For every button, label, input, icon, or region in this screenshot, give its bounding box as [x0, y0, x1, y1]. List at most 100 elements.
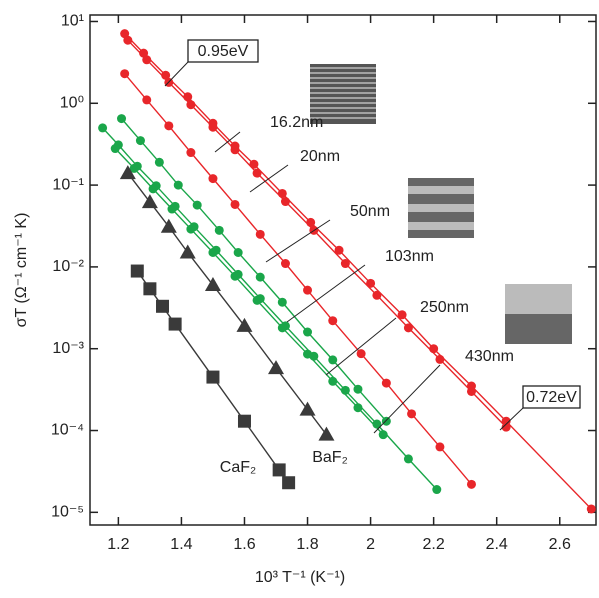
y-tick-label: 10⁻¹	[52, 176, 84, 193]
circle-marker	[303, 327, 313, 337]
x-tick-label: 1.6	[233, 536, 255, 553]
circle-marker	[356, 349, 366, 359]
circle-marker	[328, 355, 338, 365]
series-line	[124, 33, 592, 510]
leader-line	[499, 407, 524, 431]
triangle-marker	[318, 426, 335, 441]
leader-line	[214, 131, 241, 153]
circle-marker	[164, 121, 174, 131]
circle-marker	[230, 271, 240, 281]
circle-marker	[397, 310, 407, 320]
circle-marker	[252, 168, 262, 178]
circle-marker	[154, 157, 164, 167]
circle-marker	[255, 272, 265, 282]
circle-marker	[403, 454, 413, 464]
circle-marker	[142, 95, 152, 105]
annotation-box	[522, 385, 581, 409]
circle-marker	[129, 163, 139, 173]
circle-marker	[230, 145, 240, 155]
plot-frame	[89, 14, 597, 526]
circle-marker	[280, 259, 290, 269]
circle-marker	[366, 278, 376, 288]
circle-marker	[303, 349, 313, 359]
series-label: 430nm	[465, 348, 514, 365]
circle-marker	[435, 442, 445, 452]
circle-marker	[328, 316, 338, 326]
circle-marker	[381, 378, 391, 388]
leader-line	[265, 219, 331, 263]
circle-marker	[117, 114, 127, 124]
inset-thick-layers	[408, 178, 474, 238]
square-marker	[168, 317, 182, 331]
leader-line	[164, 61, 189, 87]
circle-marker	[277, 297, 287, 307]
circle-marker	[353, 384, 363, 394]
circle-marker	[466, 479, 476, 489]
square-marker	[206, 370, 220, 384]
circle-marker	[98, 123, 108, 133]
y-tick-label: 10⁰	[60, 95, 84, 112]
leader-line	[373, 364, 441, 434]
circle-marker	[120, 69, 130, 79]
square-marker	[272, 463, 286, 477]
inset-thin-layers	[310, 64, 376, 124]
y-tick-label: 10⁻²	[52, 258, 84, 275]
circle-marker	[123, 35, 133, 45]
triangle-marker	[160, 218, 177, 233]
series-label: 50nm	[350, 203, 390, 220]
x-tick-label: 1.2	[107, 536, 129, 553]
square-marker	[237, 414, 251, 428]
circle-marker	[148, 184, 158, 194]
circle-marker	[403, 323, 413, 333]
leader-line	[325, 317, 397, 376]
x-tick-label: 1.8	[296, 536, 318, 553]
circle-marker	[230, 199, 240, 209]
series-label: 16.2nm	[270, 114, 323, 131]
circle-marker	[277, 323, 287, 333]
circle-marker	[432, 485, 442, 495]
circle-marker	[501, 422, 511, 432]
circle-marker	[167, 204, 177, 214]
series-label: CaF₂	[220, 459, 256, 476]
circle-marker	[429, 344, 439, 354]
x-tick-label: 1.4	[170, 536, 192, 553]
square-marker	[156, 299, 170, 313]
circle-marker	[255, 229, 265, 239]
square-marker	[130, 264, 144, 278]
circle-marker	[328, 376, 338, 386]
y-axis-label: σT (Ω⁻¹ cm⁻¹ K)	[13, 213, 30, 328]
circle-marker	[186, 224, 196, 234]
series-label: 103nm	[385, 248, 434, 265]
circle-marker	[135, 136, 145, 146]
inset-bilayer	[505, 284, 572, 344]
x-axis-label: 10³ T⁻¹ (K⁻¹)	[255, 569, 345, 586]
annotation: 0.95eV	[198, 43, 249, 60]
x-tick-label: 2.6	[549, 536, 571, 553]
triangle-marker	[268, 360, 285, 375]
circle-marker	[381, 416, 391, 426]
circle-marker	[142, 55, 152, 65]
circle-marker	[186, 100, 196, 110]
triangle-marker	[204, 277, 221, 292]
circle-marker	[334, 245, 344, 255]
circle-marker	[208, 174, 218, 184]
circle-marker	[435, 354, 445, 364]
triangle-marker	[119, 165, 136, 180]
triangle-marker	[179, 244, 196, 259]
y-tick-label: 10¹	[61, 13, 84, 30]
circle-marker	[466, 386, 476, 396]
circle-marker	[378, 430, 388, 440]
circle-marker	[192, 200, 202, 210]
series-label: 250nm	[420, 299, 469, 316]
annotation: 0.72eV	[526, 389, 577, 406]
circle-marker	[306, 217, 316, 227]
annotation-box	[187, 39, 259, 63]
circle-marker	[277, 188, 287, 198]
y-tick-label: 10⁻³	[52, 340, 84, 357]
series-label: BaF₂	[312, 449, 348, 466]
square-marker	[282, 476, 296, 490]
x-tick-label: 2	[366, 536, 375, 553]
series-label: 20nm	[300, 148, 340, 165]
y-tick-label: 10⁻⁴	[51, 422, 84, 439]
